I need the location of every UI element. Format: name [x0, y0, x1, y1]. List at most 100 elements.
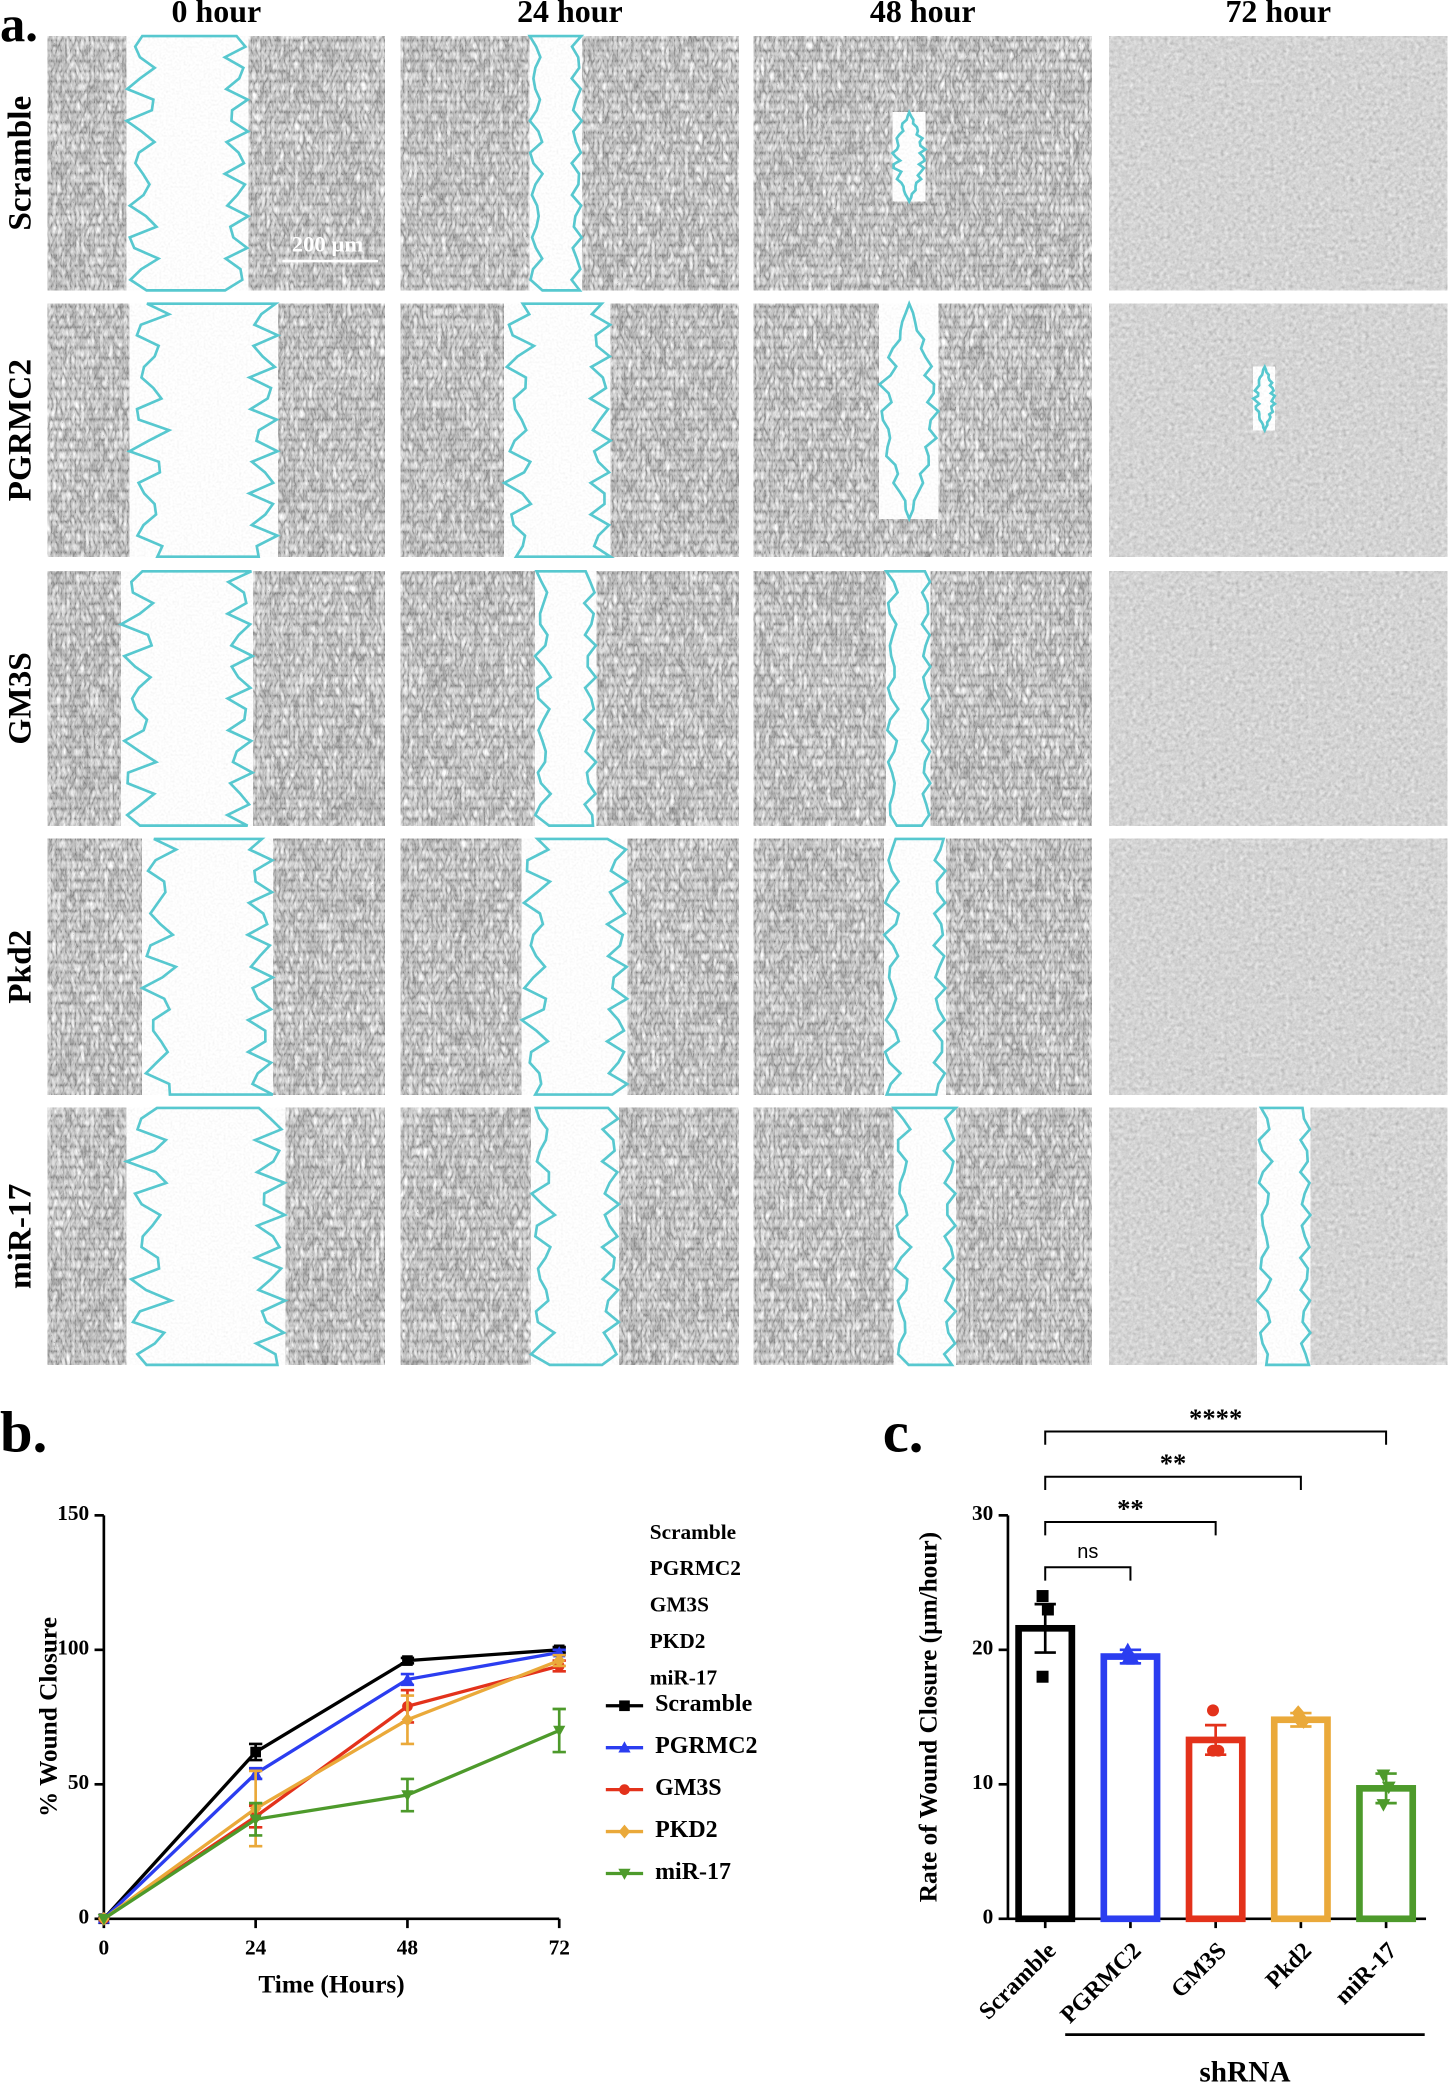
marker	[618, 1741, 631, 1753]
x-tick-label: 24	[245, 1935, 267, 1959]
wound-outline	[1255, 1106, 1313, 1367]
wound-area	[504, 303, 611, 557]
series-line	[102, 1648, 560, 1920]
marker	[1291, 1710, 1305, 1727]
column-header: 48 hour	[870, 0, 976, 29]
micrograph	[1108, 570, 1449, 827]
series-line	[102, 1728, 560, 1921]
x-tick-label: 48	[397, 1935, 418, 1959]
legend-heading: PKD2	[650, 1629, 706, 1653]
x-axis-title: Time (Hours)	[258, 1970, 404, 1998]
marker	[401, 1673, 414, 1685]
y-axis-title: % Wound Closure	[34, 1617, 62, 1817]
bar	[1270, 1716, 1331, 1923]
y-tick-label: 20	[972, 1636, 993, 1660]
group-label: shRNA	[1199, 2056, 1290, 2088]
marker	[619, 1700, 630, 1712]
wound-outline	[527, 34, 585, 292]
series-line	[102, 1659, 560, 1921]
wound-area	[884, 838, 946, 1095]
marker	[1120, 1652, 1135, 1665]
panel-label: b.	[0, 1400, 47, 1465]
wound-outline	[122, 1106, 289, 1367]
wound-outline	[890, 109, 928, 205]
column-header: 72 hour	[1225, 0, 1331, 29]
x-tick-label: 72	[549, 1935, 570, 1959]
marker	[1207, 1704, 1219, 1717]
marker	[249, 1814, 262, 1826]
x-tick-label: Scramble	[974, 1938, 1061, 2025]
significance-bracket	[1044, 1566, 1132, 1581]
x-tick-label: PGRMC2	[1056, 1938, 1147, 2029]
significance-label: **	[1160, 1448, 1187, 1478]
row-label: GM3S	[1, 652, 38, 744]
y-tick-label: 0	[983, 1905, 994, 1929]
wound-outline	[883, 569, 932, 827]
wound-area	[521, 838, 628, 1095]
series-line	[102, 1664, 560, 1921]
wound-outline	[501, 302, 615, 559]
y-tick-label: 0	[79, 1905, 90, 1929]
significance-label: **	[1117, 1493, 1144, 1523]
wound-outline	[1251, 363, 1278, 434]
wound-area	[893, 1107, 956, 1365]
micrograph	[1108, 838, 1449, 1096]
legend-label: PKD2	[655, 1817, 718, 1843]
marker	[1376, 1799, 1391, 1812]
x-tick-label: Pkd2	[1261, 1938, 1317, 1994]
significance-bracket	[1044, 1475, 1302, 1491]
marker	[1041, 1603, 1054, 1616]
wound-outline	[891, 1106, 959, 1367]
row-label: Pkd2	[1, 930, 38, 1004]
row-label: Scramble	[1, 96, 38, 231]
y-tick-label: 30	[972, 1501, 993, 1525]
wound-area	[142, 838, 273, 1095]
significance-bracket	[1044, 1430, 1388, 1445]
marker	[401, 1790, 414, 1802]
y-axis-title: Rate of Wound Closure (µm/hour)	[915, 1532, 943, 1902]
wound-area	[886, 571, 931, 826]
marker	[1381, 1781, 1396, 1795]
y-tick-label: 10	[972, 1770, 993, 1794]
column-header: 0 hour	[172, 0, 262, 29]
y-tick-label: 50	[68, 1770, 89, 1794]
wound-outline	[528, 1106, 622, 1367]
y-tick-label: 150	[57, 1501, 89, 1525]
micrograph	[1108, 303, 1449, 558]
panel-label: c.	[883, 1400, 924, 1465]
marker	[97, 1914, 110, 1926]
significance-label: ****	[1189, 1403, 1242, 1433]
marker	[250, 1746, 261, 1758]
wound-outline	[117, 569, 256, 827]
row-label: PGRMC2	[1, 359, 38, 501]
marker	[1036, 1670, 1049, 1683]
wound-outline	[519, 837, 630, 1096]
significance-label: ns	[1077, 1541, 1098, 1563]
legend-heading: miR-17	[650, 1665, 718, 1689]
bar	[1185, 1736, 1246, 1923]
panel-label: a.	[0, 0, 38, 52]
marker	[1376, 1769, 1391, 1783]
wound-outline	[139, 837, 276, 1096]
wound-area	[879, 303, 939, 519]
marker	[1120, 1642, 1135, 1656]
marker	[619, 1784, 630, 1795]
x-tick-label: GM3S	[1166, 1938, 1231, 2003]
wound-outline	[126, 302, 282, 559]
wound-area	[121, 571, 253, 826]
wound-area	[1253, 366, 1275, 431]
wound-outline	[877, 300, 941, 523]
marker	[618, 1824, 631, 1839]
y-tick-label: 100	[57, 1636, 89, 1660]
legend-label: Scramble	[655, 1691, 752, 1717]
row-label: miR-17	[1, 1184, 38, 1289]
marker	[553, 1725, 566, 1737]
legend-heading: GM3S	[650, 1593, 709, 1617]
wound-outline	[123, 34, 251, 292]
legend-label: GM3S	[655, 1775, 722, 1801]
legend-label: miR-17	[655, 1859, 731, 1885]
column-header: 24 hour	[517, 0, 623, 29]
bar	[1356, 1785, 1417, 1923]
